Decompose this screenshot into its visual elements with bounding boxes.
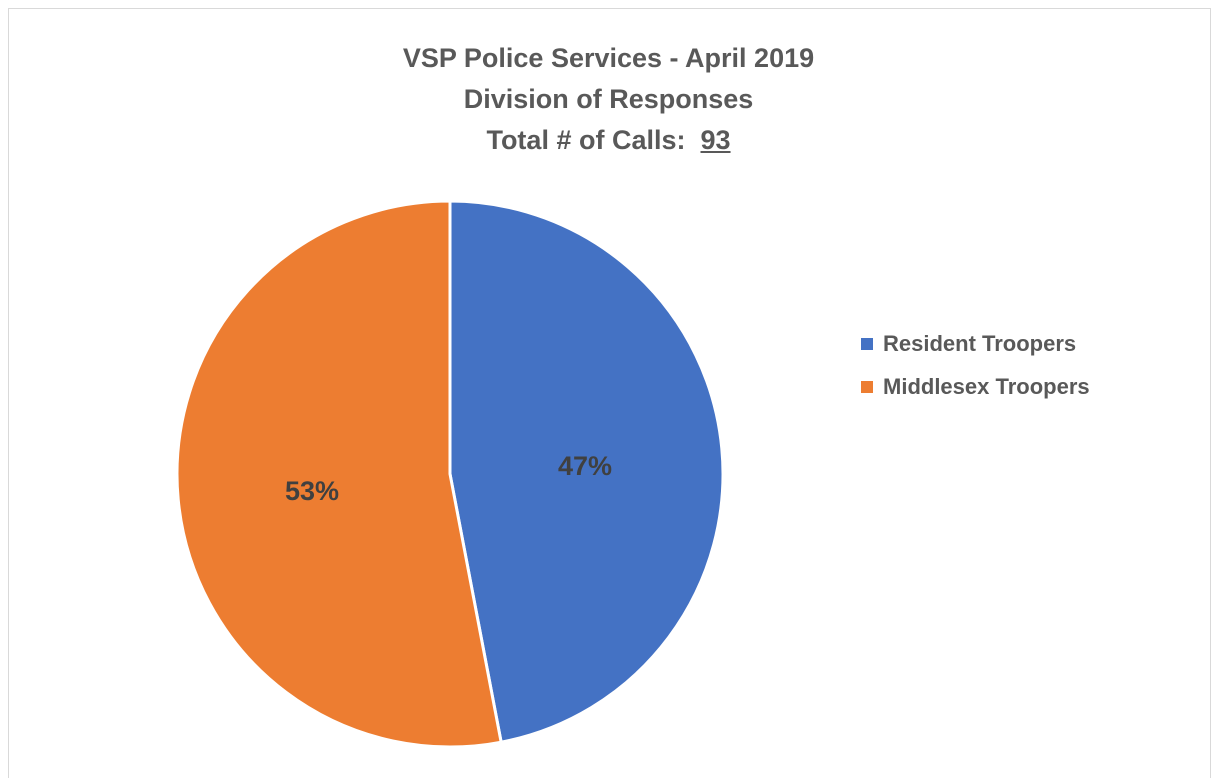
legend-label-middlesex-troopers: Middlesex Troopers <box>883 374 1090 399</box>
chart-subtitle: Division of Responses <box>463 84 754 114</box>
total-calls-line: Total # of Calls: 93 <box>0 120 1217 161</box>
legend-swatch-middlesex-troopers <box>861 381 873 393</box>
legend-item-resident-troopers: Resident Troopers <box>861 326 1090 362</box>
pie-slice-resident-troopers <box>448 199 725 744</box>
data-label-resident-troopers: 47% <box>558 451 612 481</box>
chart-frame <box>8 8 1211 778</box>
legend: Resident Troopers Middlesex Troopers <box>861 326 1090 412</box>
legend-swatch-resident-troopers <box>861 338 873 350</box>
total-calls-value: 93 <box>700 125 731 155</box>
chart-title-block: VSP Police Services - April 2019 Divisio… <box>0 38 1217 161</box>
pie-slice-middlesex-troopers <box>175 199 503 749</box>
total-calls-label: Total # of Calls: <box>486 125 686 155</box>
legend-item-middlesex-troopers: Middlesex Troopers <box>861 369 1090 405</box>
data-label-middlesex-troopers: 53% <box>285 476 339 506</box>
chart-title: VSP Police Services - April 2019 <box>402 43 815 73</box>
legend-label-resident-troopers: Resident Troopers <box>883 331 1077 356</box>
